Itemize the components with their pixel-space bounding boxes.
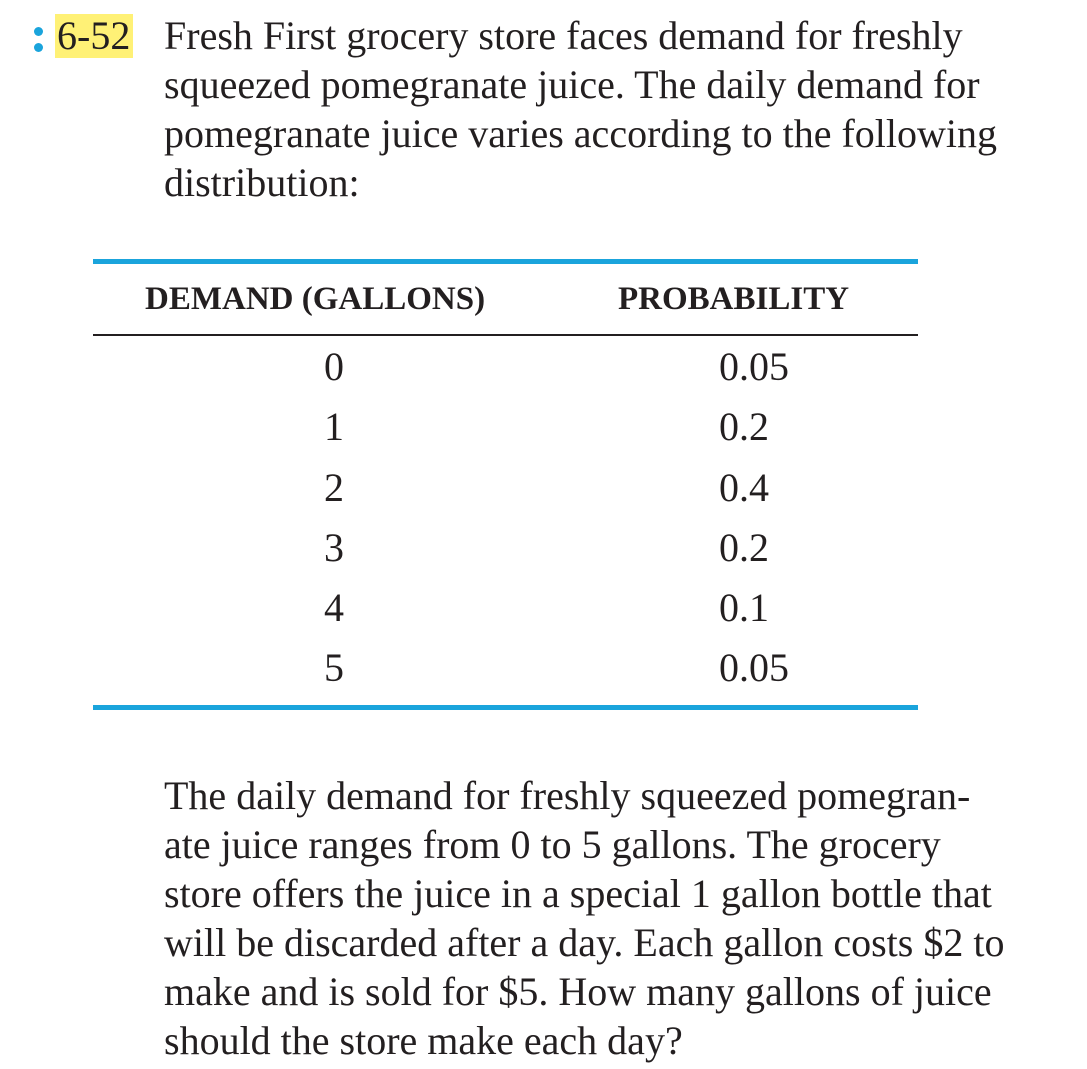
question-line: make and is sold for $5. How many gallon… bbox=[164, 969, 992, 1014]
question-line: store offers the juice in a special 1 ga… bbox=[164, 871, 992, 916]
intro-line: Fresh First grocery store faces demand f… bbox=[164, 13, 963, 58]
table-top-rule bbox=[93, 259, 918, 264]
intro-line: squeezed pomegranate juice. The daily de… bbox=[164, 62, 980, 107]
demand-cell: 2 bbox=[324, 465, 344, 510]
table-header-rule bbox=[93, 334, 918, 336]
probability-cell: 0.2 bbox=[719, 404, 769, 449]
two-dot-marker-icon bbox=[34, 27, 44, 53]
header-probability: PROBABILITY bbox=[618, 281, 850, 317]
probability-cell: 0.2 bbox=[719, 525, 769, 570]
demand-cell: 4 bbox=[324, 585, 344, 630]
demand-cell: 1 bbox=[324, 404, 344, 449]
question-line: will be discarded after a day. Each gall… bbox=[164, 920, 1005, 965]
problem-question: The daily demand for freshly squeezed po… bbox=[164, 771, 1024, 1065]
table-bottom-rule bbox=[93, 705, 918, 710]
probability-cell: 0.1 bbox=[719, 585, 769, 630]
probability-cell: 0.05 bbox=[719, 645, 789, 690]
probability-cell: 0.4 bbox=[719, 465, 769, 510]
question-line: should the store make each day? bbox=[164, 1018, 683, 1063]
demand-cell: 3 bbox=[324, 525, 344, 570]
intro-line: pomegranate juice varies according to th… bbox=[164, 111, 998, 156]
question-line: ate juice ranges from 0 to 5 gallons. Th… bbox=[164, 822, 941, 867]
header-demand: DEMAND (GALLONS) bbox=[145, 281, 486, 317]
demand-cell: 5 bbox=[324, 645, 344, 690]
intro-line: distribution: bbox=[164, 160, 360, 205]
problem-intro: Fresh First grocery store faces demand f… bbox=[164, 11, 1024, 207]
problem-number: 6-52 bbox=[55, 14, 134, 58]
probability-cell: 0.05 bbox=[719, 344, 789, 389]
demand-cell: 0 bbox=[324, 344, 344, 389]
question-line: The daily demand for freshly squeezed po… bbox=[164, 773, 971, 818]
